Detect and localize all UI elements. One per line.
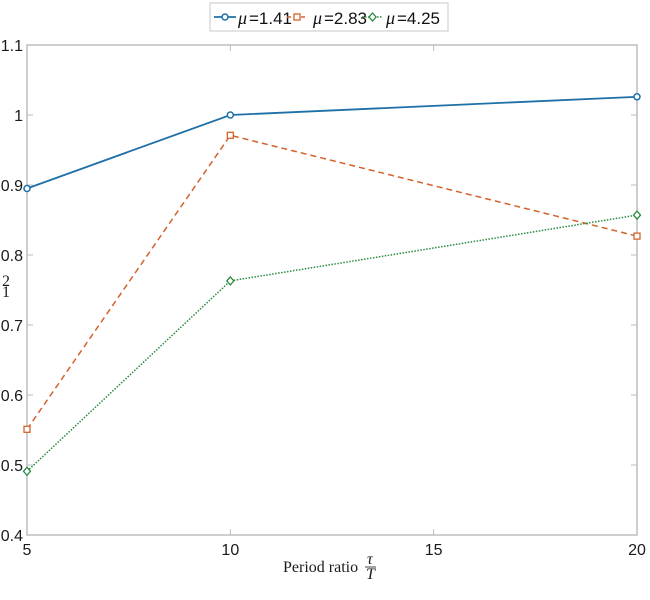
x-tick-label: 15 (425, 542, 443, 559)
legend: μ =1.41 μ =2.83 μ =4.25 (209, 2, 449, 32)
diamond-marker-icon (632, 210, 642, 221)
series-1 (23, 93, 641, 193)
svg-text:μ: μ (237, 8, 247, 28)
x-tick-label: 20 (628, 542, 646, 559)
x-axis-label-den: T (366, 566, 376, 583)
y-axis-label-den: 1 (2, 284, 10, 301)
y-tick-label: 1 (14, 108, 23, 125)
circle-marker-icon (226, 111, 235, 119)
svg-text:μ: μ (385, 8, 395, 28)
svg-text:μ: μ (312, 8, 322, 28)
plot-area (26, 44, 638, 536)
x-axis: 5 10 15 20 (23, 45, 646, 559)
y-axis: 0.4 0.5 0.6 0.7 0.8 0.9 1 1.1 (1, 38, 637, 545)
y-tick-label: 0.6 (1, 388, 23, 405)
svg-text:=2.83: =2.83 (324, 9, 367, 28)
x-tick-label: 10 (221, 542, 239, 559)
square-marker-icon (226, 131, 234, 139)
legend-item-mu-1-41: μ =1.41 (214, 8, 292, 28)
x-axis-label: Period ratio τ T (283, 551, 376, 583)
diamond-marker-icon (225, 275, 235, 286)
y-tick-label: 0.9 (1, 178, 23, 195)
y-tick-label: 0.4 (1, 528, 23, 545)
diamond-marker-icon (368, 12, 377, 22)
square-marker-icon (293, 13, 301, 21)
svg-text:=4.25: =4.25 (397, 9, 440, 28)
x-tick-label: 5 (23, 542, 32, 559)
square-marker-icon (633, 232, 641, 240)
circle-marker-icon (633, 93, 641, 101)
x-axis-label-text: Period ratio (283, 559, 358, 576)
legend-item-mu-2-83: μ =2.83 (287, 8, 367, 28)
series-3 (22, 210, 642, 477)
y-tick-label: 0.8 (1, 248, 23, 265)
circle-marker-icon (221, 13, 229, 21)
series-2 (23, 131, 641, 433)
svg-text:=1.41: =1.41 (249, 9, 292, 28)
y-tick-label: 1.1 (1, 38, 23, 55)
circle-marker-icon (23, 184, 31, 193)
x-axis-label-num: τ (367, 551, 374, 568)
y-tick-label: 0.7 (1, 318, 23, 335)
square-marker-icon (23, 425, 31, 433)
y-tick-label: 0.5 (1, 458, 23, 475)
y-axis-label: 2 1 (2, 273, 10, 301)
y-axis-label-num: 2 (2, 273, 10, 290)
series-lines (22, 93, 642, 477)
diamond-marker-icon (22, 466, 32, 477)
legend-item-mu-4-25: μ =4.25 (362, 8, 440, 28)
